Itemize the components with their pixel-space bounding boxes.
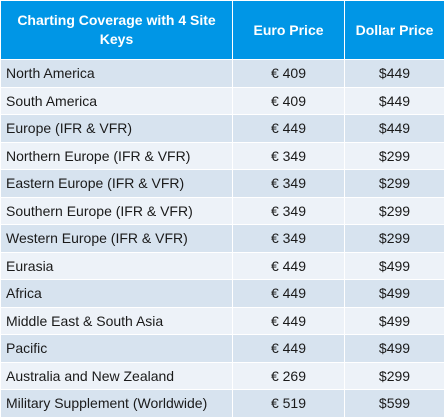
- euro-price-cell: € 449: [232, 251, 345, 280]
- euro-price-cell: € 409: [232, 59, 345, 88]
- region-cell: Western Europe (IFR & VFR): [0, 224, 233, 253]
- region-cell: North America: [0, 59, 233, 88]
- euro-price-cell: € 349: [232, 141, 345, 170]
- dollar-price-column-header: Dollar Price: [344, 0, 445, 60]
- region-cell: Eastern Europe (IFR & VFR): [0, 169, 233, 198]
- header-row: Charting Coverage with 4 Site Keys Euro …: [0, 0, 445, 60]
- euro-price-cell: € 449: [232, 279, 345, 308]
- euro-price-cell: € 349: [232, 169, 345, 198]
- dollar-price-cell: $299: [344, 141, 445, 170]
- region-cell: Northern Europe (IFR & VFR): [0, 141, 233, 170]
- euro-price-cell: € 449: [232, 334, 345, 363]
- region-cell: Eurasia: [0, 251, 233, 280]
- dollar-price-cell: $499: [344, 306, 445, 335]
- region-cell: Africa: [0, 279, 233, 308]
- table-row: Eastern Europe (IFR & VFR) € 349 $299: [0, 169, 445, 198]
- region-cell: South America: [0, 86, 233, 115]
- table-row: North America € 409 $449: [0, 59, 445, 88]
- region-cell: Military Supplement (Worldwide): [0, 389, 233, 418]
- euro-price-cell: € 519: [232, 389, 345, 418]
- dollar-price-cell: $449: [344, 59, 445, 88]
- region-cell: Europe (IFR & VFR): [0, 114, 233, 143]
- region-cell: Pacific: [0, 334, 233, 363]
- region-cell: Middle East & South Asia: [0, 306, 233, 335]
- dollar-price-cell: $499: [344, 279, 445, 308]
- table-row: Middle East & South Asia € 449 $499: [0, 306, 445, 335]
- dollar-price-cell: $449: [344, 86, 445, 115]
- table-row: Eurasia € 449 $499: [0, 251, 445, 280]
- euro-price-cell: € 409: [232, 86, 345, 115]
- table-row: Europe (IFR & VFR) € 449 $449: [0, 114, 445, 143]
- table-row: Pacific € 449 $499: [0, 334, 445, 363]
- dollar-price-cell: $299: [344, 169, 445, 198]
- euro-price-cell: € 449: [232, 306, 345, 335]
- dollar-price-cell: $299: [344, 196, 445, 225]
- euro-price-cell: € 269: [232, 361, 345, 390]
- euro-price-cell: € 449: [232, 114, 345, 143]
- table-row: Africa € 449 $499: [0, 279, 445, 308]
- euro-price-cell: € 349: [232, 224, 345, 253]
- dollar-price-cell: $299: [344, 224, 445, 253]
- euro-price-column-header: Euro Price: [232, 0, 345, 60]
- coverage-column-header: Charting Coverage with 4 Site Keys: [0, 0, 233, 60]
- table-row: Southern Europe (IFR & VFR) € 349 $299: [0, 196, 445, 225]
- table-row: Australia and New Zealand € 269 $299: [0, 361, 445, 390]
- region-cell: Australia and New Zealand: [0, 361, 233, 390]
- region-cell: Southern Europe (IFR & VFR): [0, 196, 233, 225]
- table-row: Northern Europe (IFR & VFR) € 349 $299: [0, 141, 445, 170]
- dollar-price-cell: $449: [344, 114, 445, 143]
- euro-price-cell: € 349: [232, 196, 345, 225]
- dollar-price-cell: $599: [344, 389, 445, 418]
- table-row: Military Supplement (Worldwide) € 519 $5…: [0, 389, 445, 418]
- table-row: South America € 409 $449: [0, 86, 445, 115]
- table-row: Western Europe (IFR & VFR) € 349 $299: [0, 224, 445, 253]
- dollar-price-cell: $299: [344, 361, 445, 390]
- dollar-price-cell: $499: [344, 334, 445, 363]
- dollar-price-cell: $499: [344, 251, 445, 280]
